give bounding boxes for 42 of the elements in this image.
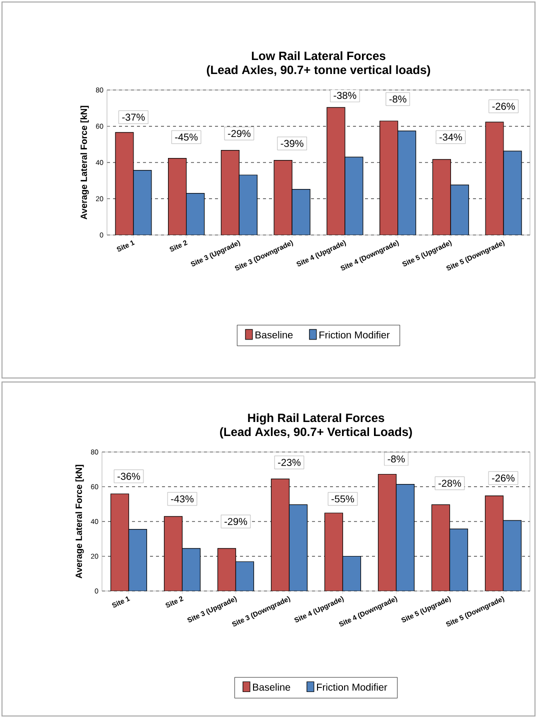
bar xyxy=(326,107,346,235)
bar xyxy=(128,529,148,591)
annotation: -29% xyxy=(228,130,251,138)
annotation: -8% xyxy=(389,96,406,103)
legend-label: Friction Modifier xyxy=(317,683,388,691)
legend-label: Baseline xyxy=(253,683,290,691)
chart-subtitle: (Lead Axles, 90.7+ tonne vertical loads) xyxy=(206,65,430,76)
bar xyxy=(485,122,504,235)
annotation: -26% xyxy=(492,102,515,110)
chart-title: High Rail Lateral Forces xyxy=(248,413,384,425)
bar xyxy=(220,150,240,235)
bar xyxy=(274,160,292,235)
bar xyxy=(449,528,468,591)
annotation: -36% xyxy=(118,472,140,480)
annotation: -43% xyxy=(171,495,194,502)
annotation: -39% xyxy=(280,140,304,148)
legend-label: Baseline xyxy=(256,331,293,338)
bar xyxy=(342,556,362,591)
annotation: -28% xyxy=(438,480,462,487)
annotation: -8% xyxy=(388,455,405,462)
bar xyxy=(288,504,308,591)
annotation: -38% xyxy=(334,92,356,99)
bar xyxy=(396,484,415,591)
annotation: -45% xyxy=(175,134,198,141)
annotation: -29% xyxy=(224,518,248,526)
annotation: -55% xyxy=(332,495,354,502)
bar xyxy=(432,159,451,235)
bar xyxy=(380,120,398,235)
legend-label: Friction Modifier xyxy=(320,331,390,338)
chart-title: Low Rail Lateral Forces xyxy=(252,51,386,60)
chart-subtitle: (Lead Axles, 90.7+ Vertical Loads) xyxy=(220,427,412,438)
annotation: -34% xyxy=(439,134,462,141)
bar xyxy=(502,520,522,591)
bar xyxy=(115,132,134,235)
annotation: -26% xyxy=(492,474,515,482)
annotation: -37% xyxy=(122,114,145,121)
annotation: -23% xyxy=(278,458,301,466)
y-axis-title: Average Lateral Force [kN] xyxy=(75,464,84,578)
bar xyxy=(182,548,201,591)
y-axis-title: Average Lateral Force [kN] xyxy=(80,106,89,220)
bar xyxy=(168,158,187,235)
bar xyxy=(235,561,254,591)
